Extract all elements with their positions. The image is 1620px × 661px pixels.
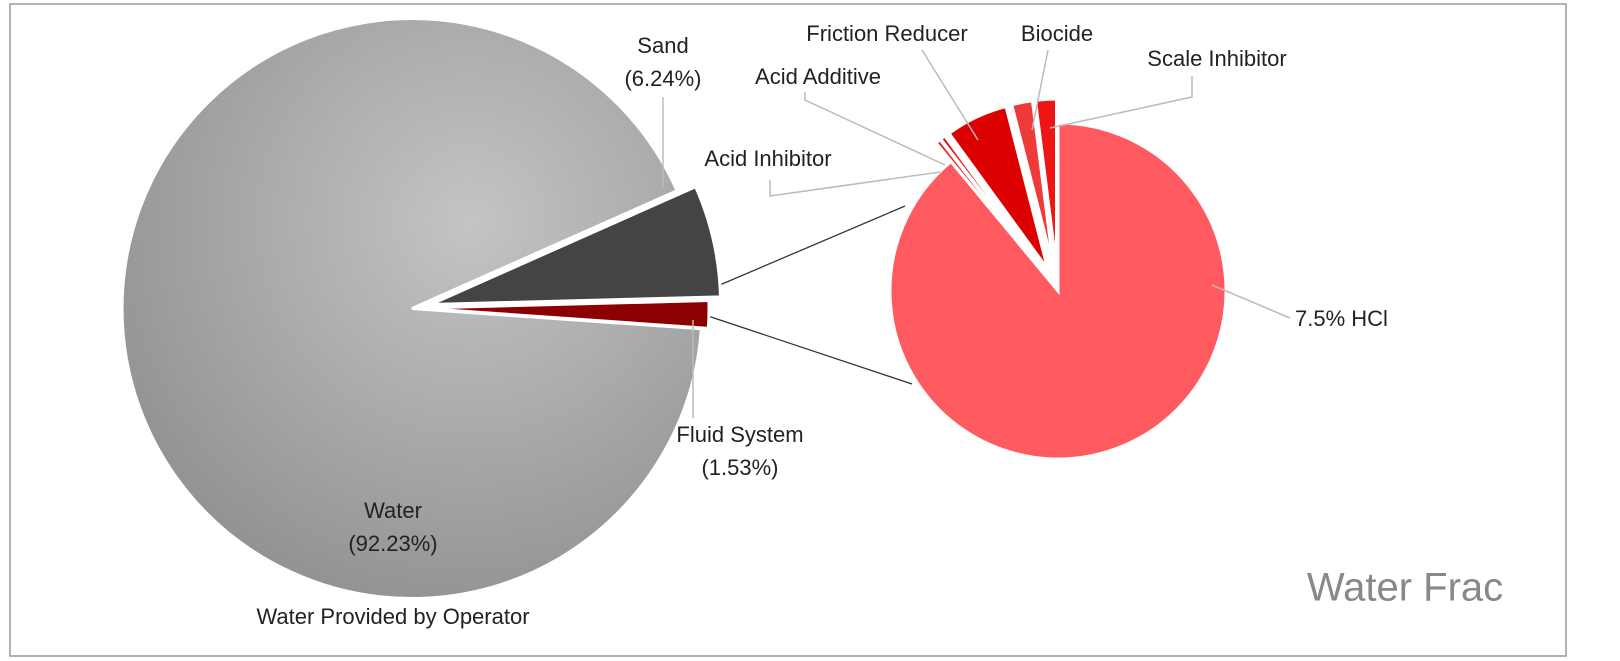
leader-line bbox=[1211, 284, 1291, 319]
slice-value-label: (6.24%) bbox=[624, 66, 701, 91]
pie-slice bbox=[120, 17, 703, 601]
slice-label: Fluid System bbox=[676, 422, 803, 447]
slice-value-label: (1.53%) bbox=[701, 455, 778, 480]
connector bbox=[707, 315, 913, 385]
annotation: Water Provided by Operator bbox=[256, 604, 529, 629]
slice-label: Biocide bbox=[1021, 21, 1093, 46]
connector bbox=[707, 205, 906, 291]
leader-line bbox=[1031, 49, 1049, 131]
slice-label: Friction Reducer bbox=[806, 21, 967, 46]
leader-line bbox=[1049, 76, 1193, 129]
pie-slice bbox=[429, 184, 723, 306]
slice-value-label: (92.23%) bbox=[348, 531, 437, 556]
pie-slice bbox=[1009, 99, 1055, 268]
slice-label: Acid Inhibitor bbox=[704, 146, 831, 171]
pie-slice bbox=[1033, 97, 1058, 268]
slice-label: Acid Additive bbox=[755, 64, 881, 89]
slice-label: Scale Inhibitor bbox=[1147, 46, 1286, 71]
pie-slice bbox=[418, 298, 711, 330]
pie-slice bbox=[946, 104, 1050, 271]
leader-line bbox=[921, 49, 979, 141]
leader-line bbox=[769, 171, 941, 197]
pie-slice bbox=[938, 133, 1045, 273]
pie-slice bbox=[888, 121, 1228, 461]
leader-line bbox=[804, 92, 946, 166]
slice-label: Sand bbox=[637, 33, 688, 58]
slice-label: 7.5% HCl bbox=[1295, 306, 1388, 331]
annotation: Water Frac bbox=[1307, 566, 1503, 610]
slice-label: Water bbox=[364, 498, 422, 523]
